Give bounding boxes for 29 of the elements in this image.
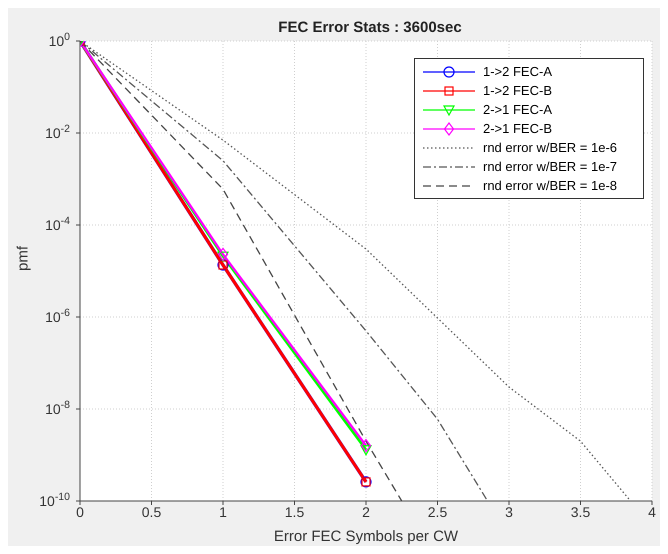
chart-title: FEC Error Stats : 3600sec	[278, 19, 462, 36]
legend-label: rnd error w/BER = 1e-8	[483, 178, 618, 193]
y-axis-title: pmf	[14, 245, 32, 271]
x-tick-label: 2.5	[428, 504, 448, 520]
x-axis-title: Error FEC Symbols per CW	[274, 528, 459, 545]
point	[360, 445, 372, 456]
x-tick-label: 3	[505, 504, 514, 520]
y-tick-label: 10$^{-8}$	[45, 399, 70, 417]
legend-label: 1->2 FEC-B	[483, 83, 552, 98]
x-tick-label: 0.5	[142, 504, 162, 520]
y-tick-label: 10$^{-10}$	[39, 491, 70, 509]
point	[217, 252, 229, 262]
x-tick-label: 1.5	[284, 504, 304, 520]
legend-label: 1->2 FEC-A	[483, 64, 552, 79]
point	[360, 439, 372, 452]
legend-label: rnd error w/BER = 1e-6	[483, 140, 618, 155]
legend-label: rnd error w/BER = 1e-7	[483, 159, 618, 174]
y-tick-label: 10$^{-2}$	[45, 123, 70, 141]
x-tick-label: 4	[648, 504, 656, 520]
y-tick-label: 10$^{0}$	[48, 31, 70, 49]
x-tick-label: 0	[76, 504, 84, 520]
legend-label: 2->1 FEC-A	[483, 102, 552, 117]
legend-label: 2->1 FEC-B	[483, 121, 552, 136]
y-tick-label: 10$^{-6}$	[45, 307, 70, 325]
x-tick-label: 3.5	[570, 504, 590, 520]
y-tick-label: 10$^{-4}$	[45, 215, 70, 233]
x-tick-label: 2	[362, 504, 370, 520]
point	[218, 248, 228, 261]
x-tick-label: 1	[219, 504, 228, 520]
